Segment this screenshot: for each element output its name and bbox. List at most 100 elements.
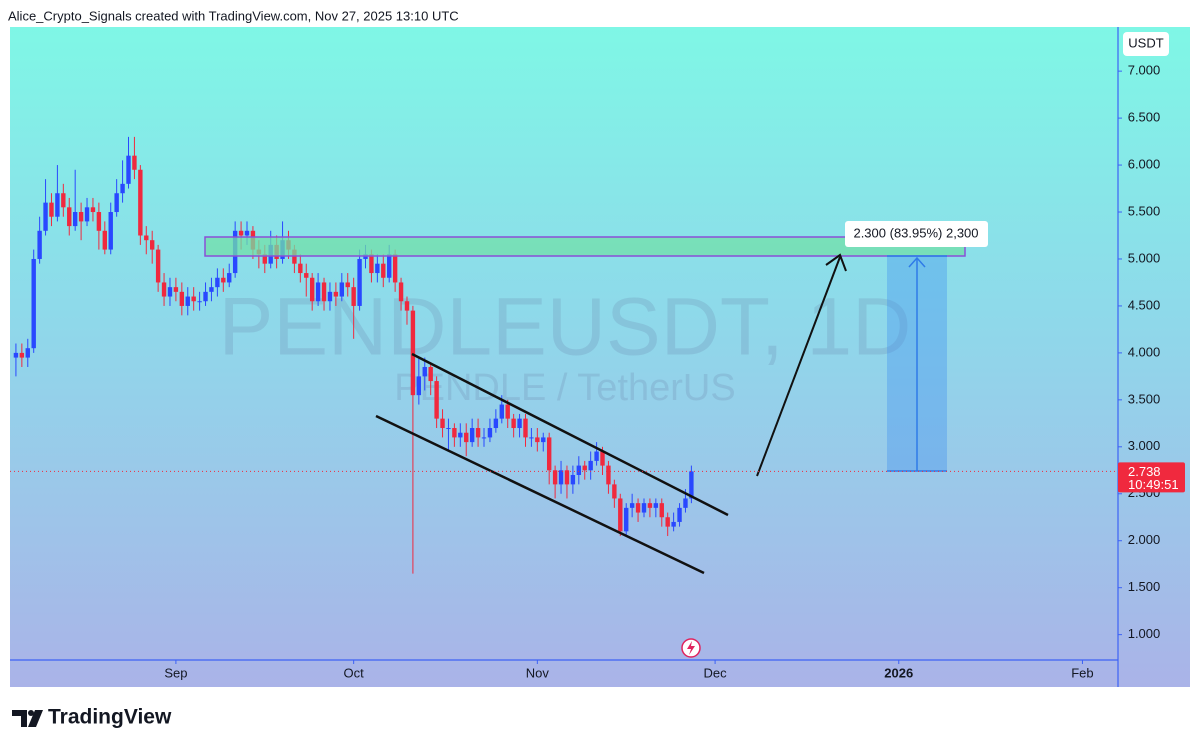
candle-body [558,470,564,485]
candle-body [404,301,410,311]
y-tick-label: 4.500 [1128,297,1161,312]
candle-body [114,193,119,213]
axes: 1.0001.5002.0002.5003.0003.5004.0004.500… [164,63,1160,681]
candle-body [179,291,185,306]
candle-body [327,291,333,302]
candle-body [31,258,36,349]
candle-body [262,254,267,264]
x-tick-label: Feb [1071,665,1093,680]
y-tick-label: 1.000 [1128,626,1161,641]
y-tick-label: 6.500 [1128,110,1161,125]
candle-body [209,287,214,292]
measure-label: 2.300 (83.95%) 2,300 [853,225,978,240]
candle-body [369,254,374,274]
candle-body [517,418,522,429]
candle-body [221,277,226,283]
candle-body [647,503,653,508]
candle-body [552,470,558,485]
candle-body [13,352,19,358]
candle-body [25,348,30,358]
channel-lower [375,414,705,575]
candle-body [345,282,350,288]
candle-body [594,451,599,461]
candle-body [381,263,386,278]
candle-body [315,282,321,302]
candle-body [55,193,60,217]
candle-body [582,465,587,471]
y-tick-label: 1.500 [1128,579,1161,594]
last-price-label: 2.738 [1128,464,1161,479]
candles [13,136,694,574]
candle-body [659,503,664,518]
candle-body [546,437,552,471]
x-tick-label: Oct [344,665,365,680]
candle-body [167,287,173,297]
candle-body [683,498,688,508]
candle-body [410,310,416,396]
candle-body [215,277,220,288]
candle-body [392,254,398,283]
candle-body [606,465,611,485]
x-tick-label: Dec [704,665,728,680]
projection-arrowhead [825,253,847,272]
watermark-description: PENDLE / TetherUS [394,367,735,409]
candle-body [375,263,380,274]
candle-body [321,282,327,302]
candle-body [191,296,196,302]
measure-label-box [845,221,988,247]
candle-body [635,503,641,513]
candle-body [161,282,167,297]
candle-body [49,202,54,217]
currency: USDT [1128,35,1163,50]
candle-body [653,503,659,508]
candle-body [475,428,481,438]
logo-mark [28,710,43,727]
candle-body [487,428,493,438]
candle-body [132,155,137,170]
candle-body [227,273,232,283]
currency-box[interactable] [1123,32,1169,56]
y-tick-label: 3.500 [1128,391,1161,406]
candle-body [244,230,250,236]
candle-body [238,230,244,236]
candle-body [624,507,629,532]
candle-body [541,437,546,443]
candle-body [612,484,617,499]
logo-dot [28,710,34,716]
y-tick-label: 2.000 [1128,532,1161,547]
measure-arrowhead [908,256,926,268]
candle-body [564,470,570,485]
candle-body [387,254,392,278]
candle-body [529,437,534,439]
candle-body [78,212,84,222]
candle-body [481,437,487,439]
chart-background [10,27,1190,687]
candle-body [588,460,593,471]
candle-body [469,428,475,443]
candle-body [458,432,463,438]
header: Alice_Crypto_Signals created with Tradin… [8,8,459,23]
candle-body [96,212,102,231]
candle-body [120,183,125,194]
candle-body [72,212,78,227]
brand: TradingView [48,706,172,729]
candle-body [108,212,113,250]
candle-body [298,263,303,274]
brand-logo [12,710,43,727]
countdown-label: 10:49:51 [1128,477,1179,492]
candle-body [689,471,694,499]
candle-body [155,249,161,283]
candle-body [357,258,362,306]
candle-body [464,432,469,443]
candle-body [428,366,433,382]
candle-body [452,428,457,438]
candle-body [600,451,605,466]
channel-upper [411,352,729,517]
y-tick-label: 3.000 [1128,438,1161,453]
candle-body [493,418,499,429]
candle-body [535,437,540,443]
y-tick-label: 5.500 [1128,203,1161,218]
